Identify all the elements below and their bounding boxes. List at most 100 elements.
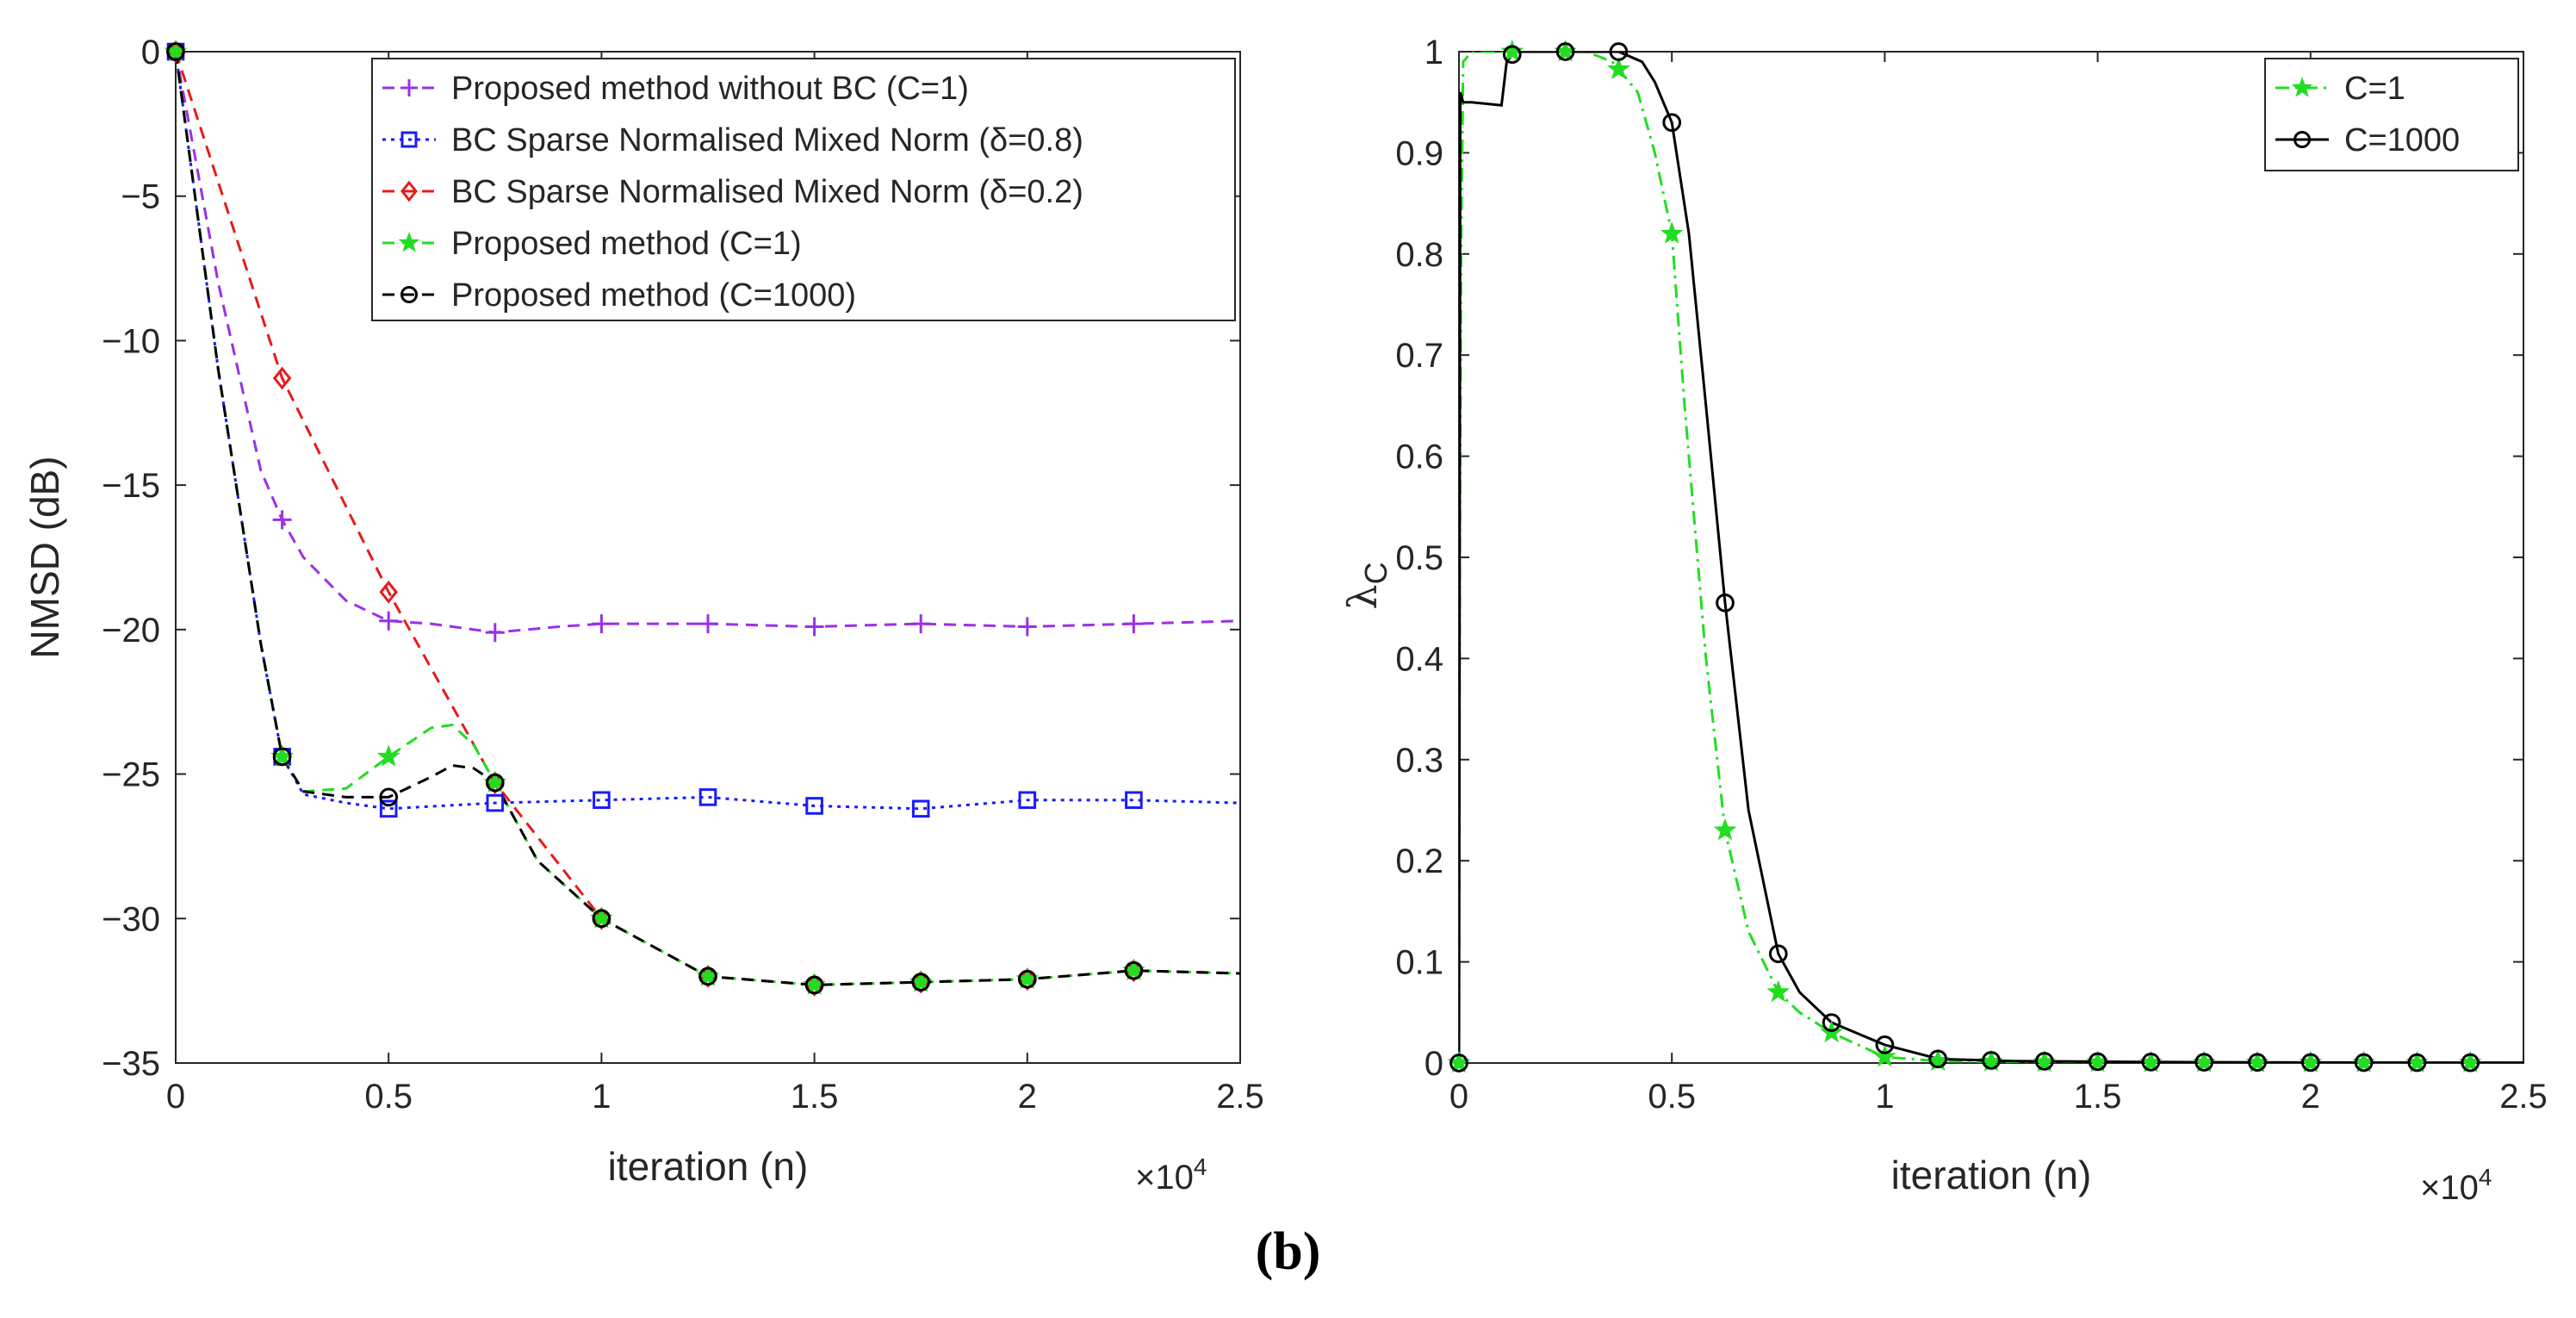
series-marker-2 xyxy=(2354,1053,2374,1072)
figure-caption: (b) xyxy=(1255,1222,1321,1281)
series-marker-2 xyxy=(1982,1051,2001,1070)
series-marker-5 xyxy=(1017,969,1037,989)
series-marker-1 xyxy=(911,614,931,634)
series-marker-2 xyxy=(2034,1052,2054,1071)
series-markers xyxy=(164,39,1145,997)
y-ticks: 0 −5 −10 −15 −20 −25 −30 −35 xyxy=(102,34,1240,1083)
series-marker-1 xyxy=(1607,57,1630,79)
y-axis-label: λC xyxy=(1339,562,1394,609)
series-marker-5 xyxy=(272,747,292,767)
series-marker-2 xyxy=(1662,113,1682,133)
legend-label: C=1000 xyxy=(2344,122,2460,159)
y-axis-label-main: λ xyxy=(1339,584,1386,609)
y-tick-label: 0.8 xyxy=(1395,236,1443,274)
x-tick-label: 1.5 xyxy=(2074,1078,2122,1116)
series-marker-1 xyxy=(1766,979,1791,1003)
series-marker-2 xyxy=(593,791,611,810)
x-multiplier: ×104 xyxy=(1135,1153,1207,1197)
series-marker-2 xyxy=(2461,1053,2480,1072)
series-line-4 xyxy=(176,52,1240,986)
legend-marker xyxy=(400,131,418,148)
legend-label: Proposed method without BC (C=1) xyxy=(451,71,969,107)
series-marker-1 xyxy=(485,623,505,643)
series-marker-2 xyxy=(2248,1053,2267,1072)
series-marker-2 xyxy=(2088,1052,2107,1072)
legend-label: Proposed method (C=1) xyxy=(451,226,802,262)
series-marker-2 xyxy=(2194,1053,2214,1072)
series-marker-2 xyxy=(1449,1054,1468,1072)
chart-lambda: 0 0.5 1 1.5 2 2.5 0 0.1 0.2 0.3 0.4 0.5 0.6 0.7 0.8 0.… xyxy=(1339,34,2548,1207)
series-marker-1 xyxy=(1660,221,1684,244)
series-marker-2 xyxy=(805,797,823,815)
series-line-2 xyxy=(176,52,1240,811)
series-marker-1 xyxy=(272,510,292,530)
series-marker-2 xyxy=(1555,42,1575,61)
legend-box xyxy=(2264,58,2519,171)
y-tick-label: 0.4 xyxy=(1395,640,1443,678)
series-marker-1 xyxy=(1500,39,1524,62)
y-tick-label: 0 xyxy=(1425,1045,1443,1083)
series-marker-5 xyxy=(166,42,185,61)
x-tick-label: 1 xyxy=(592,1078,611,1116)
y-tick-label: 0.3 xyxy=(1395,742,1443,780)
y-tick-label: −35 xyxy=(102,1045,160,1083)
series-marker-2 xyxy=(1716,593,1735,612)
series-marker-5 xyxy=(592,909,611,929)
y-tick-label: 0.9 xyxy=(1395,134,1443,172)
x-tick-label: 2.5 xyxy=(1216,1078,1264,1116)
series-marker-2 xyxy=(1125,791,1143,810)
y-tick-label: 1 xyxy=(1425,34,1443,71)
legend: C=1 C=1000 xyxy=(2264,58,2519,171)
series-marker-5 xyxy=(804,975,824,995)
x-tick-label: 0 xyxy=(166,1078,185,1116)
x-ticks: 0 0.5 1 1.5 2 2.5 xyxy=(1449,52,2548,1116)
y-tick-label: 0.5 xyxy=(1395,539,1443,577)
series-marker-5 xyxy=(485,773,505,793)
x-tick-label: 0.5 xyxy=(364,1078,413,1116)
series-marker-2 xyxy=(1768,944,1788,964)
series-marker-4 xyxy=(376,744,400,767)
y-tick-label: 0.2 xyxy=(1395,842,1443,880)
y-tick-label: 0.7 xyxy=(1395,337,1443,375)
legend-marker xyxy=(398,232,420,252)
x-tick-label: 0 xyxy=(1449,1078,1468,1116)
x-tick-label: 0.5 xyxy=(1648,1078,1696,1116)
series-marker-2 xyxy=(1928,1049,1948,1069)
series-marker-2 xyxy=(911,799,930,818)
series-marker-5 xyxy=(379,787,399,807)
legend: Proposed method without BC (C=1) BC Spars… xyxy=(371,58,1236,321)
x-tick-label: 2 xyxy=(1018,1078,1037,1116)
series-marker-1 xyxy=(1873,1044,1896,1067)
legend-marker xyxy=(400,180,418,202)
series-marker-2 xyxy=(2300,1053,2320,1072)
legend-marker xyxy=(2291,77,2313,97)
legend-box xyxy=(371,58,1236,321)
legend-label: BC Sparse Normalised Mixed Norm (δ=0.2) xyxy=(451,174,1083,210)
series-marker-2 xyxy=(2407,1053,2427,1072)
series-marker-1 xyxy=(1713,818,1737,841)
series-marker-1 xyxy=(1124,614,1144,634)
y-tick-label: −25 xyxy=(102,756,160,794)
legend-marker xyxy=(2294,131,2311,148)
y-tick-label: 0 xyxy=(141,34,160,71)
series-marker-2 xyxy=(2141,1053,2161,1072)
y-tick-label: −20 xyxy=(102,612,160,650)
legend-label: Proposed method (C=1000) xyxy=(451,277,856,314)
series-marker-1 xyxy=(592,614,611,634)
series-marker-1 xyxy=(804,617,824,637)
series-marker-2 xyxy=(1822,1013,1841,1032)
y-ticks: 0 0.1 0.2 0.3 0.4 0.5 0.6 0.7 0.8 0.9 1 xyxy=(1395,34,2523,1083)
legend-marker xyxy=(400,286,418,303)
series-marker-5 xyxy=(911,973,931,992)
x-axis-label: iteration (n) xyxy=(608,1144,809,1189)
x-multiplier: ×104 xyxy=(2420,1164,2492,1207)
y-tick-label: 0.1 xyxy=(1395,944,1443,982)
series-marker-2 xyxy=(379,799,398,818)
y-tick-label: −5 xyxy=(121,178,160,216)
series-marker-1 xyxy=(1017,617,1037,637)
series-marker-5 xyxy=(1124,961,1144,980)
series-marker-2 xyxy=(486,793,505,812)
y-tick-label: −30 xyxy=(102,900,160,938)
legend-label: C=1 xyxy=(2344,71,2405,107)
